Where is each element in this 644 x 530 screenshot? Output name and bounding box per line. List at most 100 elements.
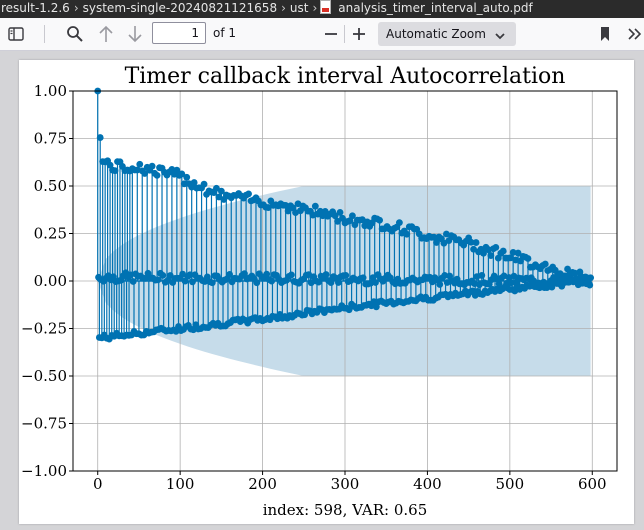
stem-marker bbox=[541, 260, 549, 268]
stem-marker bbox=[586, 281, 594, 289]
stem-marker bbox=[499, 247, 507, 255]
stem-marker bbox=[153, 171, 161, 179]
y-tick-label: −1.00 bbox=[21, 462, 67, 480]
stem-marker bbox=[445, 237, 453, 245]
stem-marker bbox=[106, 161, 114, 169]
y-tick-label: 0.50 bbox=[34, 177, 67, 195]
y-tick-label: 0.00 bbox=[34, 272, 67, 290]
stem-marker bbox=[349, 212, 356, 220]
arrow-down-icon[interactable] bbox=[124, 22, 146, 46]
stem-marker bbox=[430, 233, 438, 241]
zoom-select[interactable]: Automatic Zoom bbox=[378, 22, 516, 46]
zoom-select-label: Automatic Zoom bbox=[386, 27, 486, 41]
stem-marker bbox=[436, 281, 444, 288]
stem-marker bbox=[514, 249, 522, 257]
y-tick-label: −0.50 bbox=[21, 367, 67, 385]
page-count-label: of 1 bbox=[213, 26, 237, 40]
page-number-input[interactable]: 1 bbox=[152, 22, 206, 44]
stem-marker bbox=[370, 298, 378, 306]
autocorrelation-chart: 0 100 200 300 400 500 600 1.00 0.75 0.50 0.25 0.00 −… bbox=[21, 64, 618, 519]
stem-marker bbox=[180, 180, 188, 188]
stem-marker bbox=[268, 277, 276, 285]
stem-marker bbox=[159, 271, 167, 279]
minus-icon bbox=[325, 33, 337, 35]
breadcrumb-item-ust[interactable]: ust bbox=[289, 1, 309, 15]
stem-marker bbox=[587, 274, 595, 282]
toolbar-separator bbox=[344, 25, 345, 43]
stem-marker bbox=[480, 249, 487, 257]
stem-marker bbox=[111, 167, 119, 175]
stem-marker bbox=[492, 244, 500, 251]
stem-marker bbox=[327, 279, 335, 286]
stem-marker bbox=[154, 276, 162, 284]
stem-marker bbox=[288, 271, 295, 279]
stem-marker bbox=[372, 279, 379, 286]
stem-marker bbox=[396, 219, 403, 226]
pdf-toolbar bbox=[0, 18, 644, 51]
x-tick-label: 100 bbox=[166, 475, 195, 493]
pdf-file-icon bbox=[320, 0, 332, 14]
y-tick-label: −0.75 bbox=[21, 415, 67, 433]
stem-marker bbox=[263, 270, 271, 278]
stem-marker bbox=[200, 180, 208, 188]
plus-icon bbox=[353, 28, 365, 40]
y-tick-label: 1.00 bbox=[34, 82, 67, 100]
chevron-right-icon: › bbox=[312, 1, 318, 15]
stem-marker bbox=[487, 252, 495, 259]
stem-marker bbox=[148, 162, 156, 170]
stem-marker bbox=[467, 238, 475, 246]
arrow-up-icon[interactable] bbox=[95, 22, 117, 46]
x-tick-label: 300 bbox=[331, 475, 360, 493]
x-tick-label: 400 bbox=[413, 475, 442, 493]
x-tick-label: 200 bbox=[248, 475, 277, 493]
bookmark-icon[interactable] bbox=[594, 22, 616, 46]
stem-marker bbox=[372, 303, 380, 311]
stem-marker bbox=[96, 134, 104, 141]
chart-title: Timer callback interval Autocorrelation bbox=[125, 64, 566, 89]
stem-marker bbox=[508, 279, 515, 287]
chevrons-right-icon[interactable] bbox=[624, 22, 644, 46]
stem-marker bbox=[189, 278, 196, 286]
breadcrumb: result-1.2.6 › system-single-2024082112165… bbox=[0, 0, 644, 18]
chevron-down-icon bbox=[494, 27, 506, 51]
x-tick-label: 600 bbox=[578, 475, 607, 493]
breadcrumb-item-result[interactable]: result-1.2.6 bbox=[1, 1, 70, 15]
stem-marker bbox=[548, 283, 556, 291]
stem-marker bbox=[322, 271, 330, 278]
stem-marker bbox=[217, 187, 225, 195]
stem-marker bbox=[376, 216, 384, 224]
stem-marker bbox=[311, 202, 319, 210]
stem-marker bbox=[208, 279, 216, 287]
stem-marker bbox=[441, 272, 449, 279]
breadcrumb-item-system[interactable]: system-single-20240821121658 bbox=[82, 1, 278, 15]
zoom-out-button[interactable] bbox=[320, 22, 342, 46]
stem-marker bbox=[213, 184, 220, 192]
chevron-right-icon: › bbox=[73, 1, 79, 15]
stem-marker bbox=[345, 306, 353, 314]
search-icon[interactable] bbox=[64, 22, 86, 46]
toolbar-separator bbox=[44, 25, 45, 43]
stem-marker bbox=[129, 278, 137, 285]
y-tick-label: 0.25 bbox=[34, 225, 67, 243]
zoom-in-button[interactable] bbox=[348, 22, 370, 46]
sidebar-toggle-icon[interactable] bbox=[6, 22, 26, 46]
stem-marker bbox=[136, 160, 144, 168]
stem-marker bbox=[335, 279, 342, 286]
stem-marker bbox=[245, 190, 252, 198]
breadcrumb-item-file[interactable]: analysis_timer_interval_auto.pdf bbox=[338, 1, 533, 15]
stem-marker bbox=[253, 279, 261, 287]
y-tick-label: −0.25 bbox=[21, 320, 67, 338]
stem-marker bbox=[178, 170, 186, 178]
stem-marker bbox=[524, 255, 532, 262]
stem-marker bbox=[403, 230, 411, 238]
stem-marker bbox=[342, 272, 350, 279]
y-tick-label: 0.75 bbox=[34, 130, 67, 148]
stem-marker bbox=[334, 217, 341, 225]
stem-marker bbox=[173, 166, 181, 174]
stem-marker bbox=[284, 207, 292, 215]
stem-marker bbox=[141, 170, 149, 177]
x-tick-label: 500 bbox=[496, 475, 525, 493]
stem-marker bbox=[282, 201, 290, 209]
stem-marker bbox=[495, 280, 503, 288]
stem-marker bbox=[336, 208, 344, 216]
